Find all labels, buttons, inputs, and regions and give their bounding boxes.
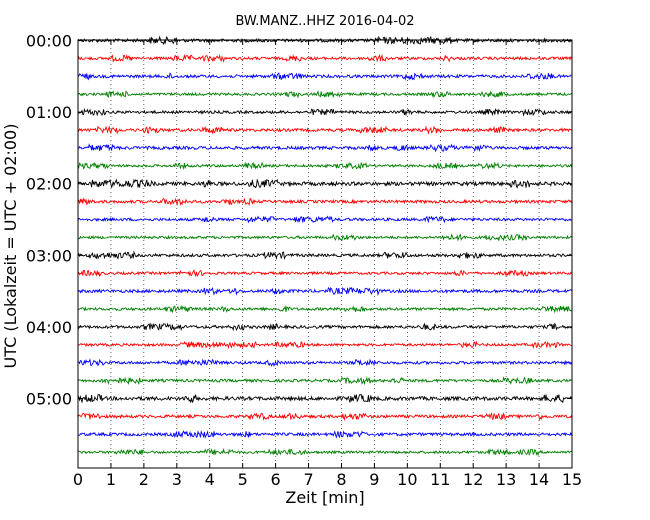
x-tick-label: 11 (430, 470, 450, 489)
chart-title: BW.MANZ..HHZ 2016-04-02 (235, 14, 414, 29)
y-tick-label: 03:00 (26, 246, 72, 265)
y-tick-label: 02:00 (26, 175, 72, 194)
grid-lines (110, 40, 540, 468)
x-tick-label: 12 (463, 470, 483, 489)
trace-0215 (77, 197, 573, 207)
traces (77, 35, 573, 457)
y-tick-label: 05:00 (26, 390, 72, 409)
trace-0415 (77, 340, 572, 350)
x-tick-label: 2 (139, 470, 149, 489)
y-axis-ticks: 00:00 01:00 02:00 03:00 04:00 05:00 (26, 32, 572, 409)
trace-0030 (77, 72, 572, 81)
trace-0400 (77, 322, 572, 332)
x-tick-label: 5 (238, 470, 248, 489)
x-tick-label: 0 (73, 470, 83, 489)
trace-0500 (77, 393, 573, 404)
y-axis-label: UTC (Lokalzeit = UTC + 02:00) (1, 124, 20, 369)
trace-0130 (77, 143, 572, 153)
x-tick-label: 15 (562, 470, 582, 489)
trace-0445 (77, 376, 572, 386)
x-tick-label: 1 (106, 470, 116, 489)
y-tick-label: 01:00 (26, 103, 72, 122)
plot-frame (77, 39, 573, 469)
trace-0330 (77, 286, 572, 297)
x-tick-label: 6 (271, 470, 281, 489)
x-tick-label: 8 (336, 470, 346, 489)
trace-0000 (77, 35, 573, 46)
trace-0515 (77, 412, 573, 422)
trace-0230 (77, 215, 572, 224)
x-tick-label: 14 (529, 470, 549, 489)
trace-0015 (77, 53, 572, 63)
x-axis-label: Zeit [min] (285, 488, 364, 507)
x-tick-label: 4 (205, 470, 215, 489)
trace-0545 (77, 447, 572, 457)
trace-0245 (77, 233, 572, 242)
trace-0530 (77, 430, 573, 439)
y-tick-label: 04:00 (26, 318, 72, 337)
x-tick-label: 9 (369, 470, 379, 489)
trace-0430 (77, 358, 572, 367)
x-tick-label: 7 (303, 470, 313, 489)
x-tick-label: 13 (496, 470, 516, 489)
x-tick-label: 10 (397, 470, 417, 489)
x-axis-ticks: 0 1 2 3 4 5 6 7 8 9 10 11 12 13 14 15 (73, 40, 582, 489)
trace-0115 (77, 125, 572, 135)
trace-0300 (77, 250, 572, 261)
y-tick-label: 00:00 (26, 32, 72, 51)
trace-0100 (77, 107, 572, 117)
trace-0045 (77, 90, 572, 99)
trace-0200 (77, 178, 572, 189)
trace-0145 (77, 161, 573, 170)
trace-0315 (77, 269, 572, 278)
trace-0345 (77, 304, 572, 314)
x-tick-label: 3 (172, 470, 182, 489)
